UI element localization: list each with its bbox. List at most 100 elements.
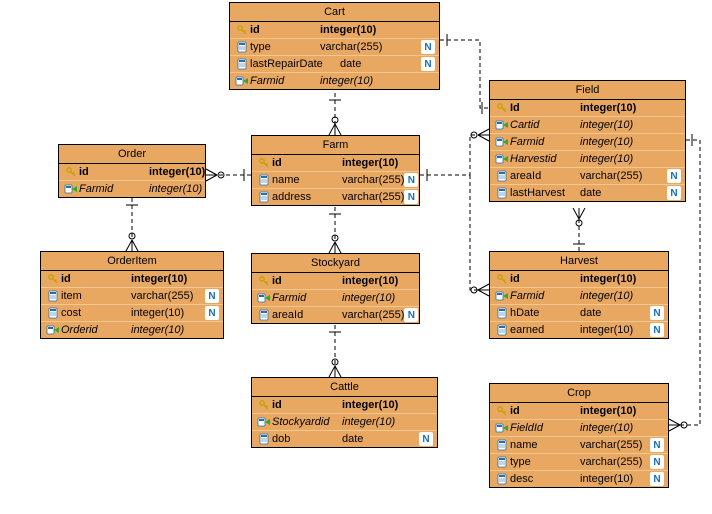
entity-column-row: dobdateN [252, 431, 437, 447]
column-type: integer(10) [580, 153, 681, 165]
nullable-badge: N [421, 40, 435, 54]
entity-column-row: Farmidinteger(10) [59, 181, 205, 197]
column-name: id [79, 166, 149, 178]
fk-icon [494, 289, 510, 303]
column-type: integer(10) [580, 273, 664, 285]
column-type: date [580, 187, 667, 199]
nullable-badge: N [650, 438, 664, 452]
entity-column-row: Harvestidinteger(10) [490, 151, 685, 168]
column-name: Farmid [510, 136, 580, 148]
nullable-badge: N [205, 306, 219, 320]
col-icon [45, 289, 61, 303]
column-name: Farmid [510, 290, 580, 302]
column-name: desc [510, 473, 580, 485]
column-type: varchar(255) [580, 456, 650, 468]
fk-icon [45, 323, 61, 337]
column-name: dob [272, 433, 342, 445]
entity-title: Cattle [252, 378, 437, 397]
nullable-badge: N [650, 323, 664, 337]
column-type: integer(10) [580, 422, 664, 434]
col-icon [494, 438, 510, 452]
entity-column-row: idinteger(10) [252, 273, 419, 290]
column-type: integer(10) [320, 75, 435, 87]
entity-column-row: areaIdvarchar(255)N [252, 307, 419, 323]
entity-column-row: namevarchar(255)N [490, 437, 668, 454]
column-name: lastRepairDate [250, 58, 340, 70]
entity-title: OrderItem [41, 252, 223, 271]
entity-title: Farm [252, 136, 419, 155]
column-type: integer(10) [149, 166, 205, 178]
col-icon [494, 186, 510, 200]
entity-title: Cart [230, 3, 439, 22]
column-type: integer(10) [580, 136, 681, 148]
column-type: integer(10) [342, 399, 433, 411]
column-name: Stockyardid [272, 416, 342, 428]
key-icon [256, 274, 272, 288]
entity-column-row: lastHarvestdateN [490, 185, 685, 201]
column-name: item [61, 290, 131, 302]
entity-column-row: idinteger(10) [490, 271, 668, 288]
key-icon [494, 272, 510, 286]
column-name: Farmid [250, 75, 320, 87]
column-name: type [510, 456, 580, 468]
col-icon [494, 169, 510, 183]
column-type: varchar(255) [580, 439, 650, 451]
column-type: integer(10) [580, 405, 664, 417]
column-name: id [250, 24, 320, 36]
col-icon [45, 306, 61, 320]
column-name: name [272, 174, 342, 186]
column-name: cost [61, 307, 131, 319]
entity-title: Order [59, 145, 205, 164]
entity-column-row: costinteger(10)N [41, 305, 223, 322]
entity-column-row: typevarchar(255)N [490, 454, 668, 471]
column-name: address [272, 191, 342, 203]
entity-cattle: Cattleidinteger(10)Stockyardidinteger(10… [251, 377, 438, 448]
column-type: varchar(255) [342, 191, 404, 203]
column-type: varchar(255) [320, 41, 421, 53]
entity-title: Harvest [490, 252, 668, 271]
nullable-badge: N [404, 308, 418, 322]
entity-orderitem: OrderItemidinteger(10)itemvarchar(255)Nc… [40, 251, 224, 339]
entity-column-row: Farmidinteger(10) [252, 290, 419, 307]
fk-icon [494, 152, 510, 166]
nullable-badge: N [650, 306, 664, 320]
fk-icon [494, 118, 510, 132]
column-type: varchar(255) [342, 309, 404, 321]
column-type: integer(10) [580, 473, 650, 485]
entity-column-row: Idinteger(10) [490, 100, 685, 117]
column-name: hDate [510, 307, 580, 319]
column-type: integer(10) [131, 324, 219, 336]
column-type: date [342, 433, 419, 445]
column-name: Farmid [272, 292, 342, 304]
entity-column-row: idinteger(10) [41, 271, 223, 288]
column-name: id [272, 399, 342, 411]
entity-title: Field [490, 81, 685, 100]
column-type: integer(10) [580, 119, 681, 131]
entity-column-row: itemvarchar(255)N [41, 288, 223, 305]
entity-column-row: namevarchar(255)N [252, 172, 419, 189]
column-type: date [580, 307, 650, 319]
fk-icon [256, 415, 272, 429]
fk-icon [63, 182, 79, 196]
nullable-badge: N [650, 472, 664, 486]
key-icon [494, 101, 510, 115]
column-type: integer(10) [131, 273, 219, 285]
fk-icon [494, 421, 510, 435]
column-name: earned [510, 324, 580, 336]
column-type: integer(10) [580, 102, 681, 114]
col-icon [234, 40, 250, 54]
nullable-badge: N [419, 432, 433, 446]
nullable-badge: N [421, 57, 435, 71]
column-type: integer(10) [131, 307, 205, 319]
entity-column-row: typevarchar(255)N [230, 39, 439, 56]
entity-column-row: idinteger(10) [490, 403, 668, 420]
column-type: varchar(255) [580, 170, 667, 182]
entity-cart: Cart id integer(10) typevarchar(255)N lastRe… [229, 2, 440, 90]
entity-column-row: addressvarchar(255)N [252, 189, 419, 205]
nullable-badge: N [667, 186, 681, 200]
entity-column-row: Cartidinteger(10) [490, 117, 685, 134]
column-name: areaId [510, 170, 580, 182]
entity-order: Order idinteger(10) Farmidinteger(10) [58, 144, 206, 198]
col-icon [256, 173, 272, 187]
col-icon [494, 455, 510, 469]
